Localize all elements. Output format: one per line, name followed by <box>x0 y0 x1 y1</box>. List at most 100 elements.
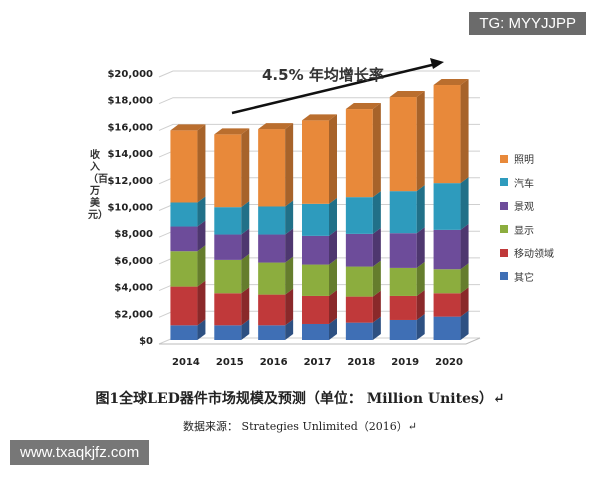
legend-item: 照明 <box>500 147 554 171</box>
bar-segment <box>433 183 461 230</box>
y-axis-label: 收入（百万美元） <box>88 150 108 222</box>
bar-segment-side <box>329 114 337 204</box>
bar-segment-side <box>329 197 337 236</box>
bar-segment-side <box>416 289 425 320</box>
bar-segment-side <box>197 220 206 252</box>
y-tick-label: $6,000 <box>114 256 153 267</box>
bar-segment <box>433 229 461 270</box>
growth-arrow <box>231 62 437 115</box>
bar-segment-side <box>241 128 250 208</box>
bar-segment <box>345 233 373 267</box>
bar-segment <box>170 251 198 287</box>
bar-segment-side <box>285 288 294 326</box>
bar-segment <box>345 266 373 297</box>
bar-segment-side <box>416 227 425 268</box>
bar-segment <box>345 296 373 323</box>
bar-top <box>433 79 469 86</box>
legend-item: 显示 <box>500 218 554 242</box>
x-tick-label: 2014 <box>172 357 200 368</box>
legend-swatch <box>500 201 508 210</box>
bar-segment <box>302 295 329 324</box>
bar-segment-side <box>285 228 294 263</box>
bar-segment-side <box>460 223 469 270</box>
bar-segment-side <box>416 185 425 234</box>
gridline <box>158 70 480 78</box>
bar-segment-side <box>285 200 294 235</box>
bar-segment <box>345 197 373 234</box>
bar-segment-side <box>329 258 337 296</box>
bar-segment-side <box>416 261 425 296</box>
bar-segment <box>214 293 242 326</box>
bar-segment <box>258 325 286 340</box>
bar-segment <box>258 262 286 295</box>
bar-segment <box>214 207 242 235</box>
bar-segment <box>258 294 286 326</box>
bar-segment-side <box>372 227 381 267</box>
bar-segment <box>302 203 329 236</box>
bar-segment-side <box>329 289 337 324</box>
legend: 照明汽车景观显示移动领域 其它 <box>500 147 554 288</box>
y-tick-label: $16,000 <box>107 122 153 133</box>
legend-label: 景观 <box>514 202 534 214</box>
bar-top <box>170 124 206 131</box>
legend-item: 其它 <box>500 265 554 289</box>
y-tick-label: $14,000 <box>107 149 153 160</box>
bar-segment <box>258 129 286 207</box>
bar-segment-side <box>460 310 469 340</box>
bar-segment <box>214 134 242 208</box>
bar-segment-side <box>241 253 250 294</box>
bar-segment-side <box>372 290 381 323</box>
x-tick-label: 2018 <box>347 357 375 368</box>
bar-segment-side <box>460 177 469 230</box>
bar-segment <box>433 316 461 340</box>
y-tick-label: $12,000 <box>107 176 153 187</box>
gridline <box>158 97 480 105</box>
x-tick-label: 2016 <box>260 357 288 368</box>
bar-segment <box>389 267 417 296</box>
bar-segment-side <box>460 263 469 294</box>
bar-top <box>345 103 381 110</box>
bar-segment <box>389 191 417 234</box>
legend-item: 景观 <box>500 194 554 218</box>
x-tick-label: 2019 <box>391 357 419 368</box>
y-axis-label-text: 收入（百万美元） <box>88 150 108 221</box>
bar-segment-side <box>329 229 337 265</box>
legend-label: 显示 <box>514 225 534 237</box>
bar-segment <box>170 286 198 326</box>
legend-item: 汽车 <box>500 171 554 195</box>
bar-segment-side <box>416 313 425 340</box>
legend-swatch <box>500 272 508 281</box>
bar-segment <box>433 85 461 184</box>
bar-segment <box>214 234 242 260</box>
bar-segment <box>170 325 198 340</box>
y-tick-label: $18,000 <box>107 96 153 107</box>
bar-segment-side <box>197 280 206 326</box>
legend-item: 移动领域 <box>500 241 554 265</box>
watermark-top: TG: MYYJJPP <box>469 12 586 35</box>
x-tick-label: 2017 <box>304 357 332 368</box>
bar-top <box>258 123 294 130</box>
bar-segment-side <box>197 319 206 340</box>
legend-swatch <box>500 178 508 187</box>
arrow-head-icon <box>430 58 444 69</box>
x-tick-label: 2020 <box>435 357 463 368</box>
legend-swatch <box>500 225 508 234</box>
bar-segment <box>389 319 417 340</box>
bar-segment-side <box>197 245 206 287</box>
bar-segment-side <box>241 201 250 235</box>
bar-top <box>214 128 250 135</box>
y-tick-label: $0 <box>139 336 153 347</box>
bar-segment-side <box>372 103 381 198</box>
bar-segment <box>389 295 417 320</box>
bar-segment-side <box>241 287 250 326</box>
bar-segment-side <box>241 319 250 340</box>
legend-swatch <box>500 248 508 257</box>
bar-segment-side <box>197 124 206 203</box>
bar-segment <box>302 264 329 296</box>
legend-label: 汽车 <box>514 178 534 190</box>
bar-segment <box>170 130 198 203</box>
y-tick-label: $4,000 <box>114 283 153 294</box>
bar-segment-side <box>372 191 381 234</box>
y-tick-label: $20,000 <box>107 69 153 80</box>
